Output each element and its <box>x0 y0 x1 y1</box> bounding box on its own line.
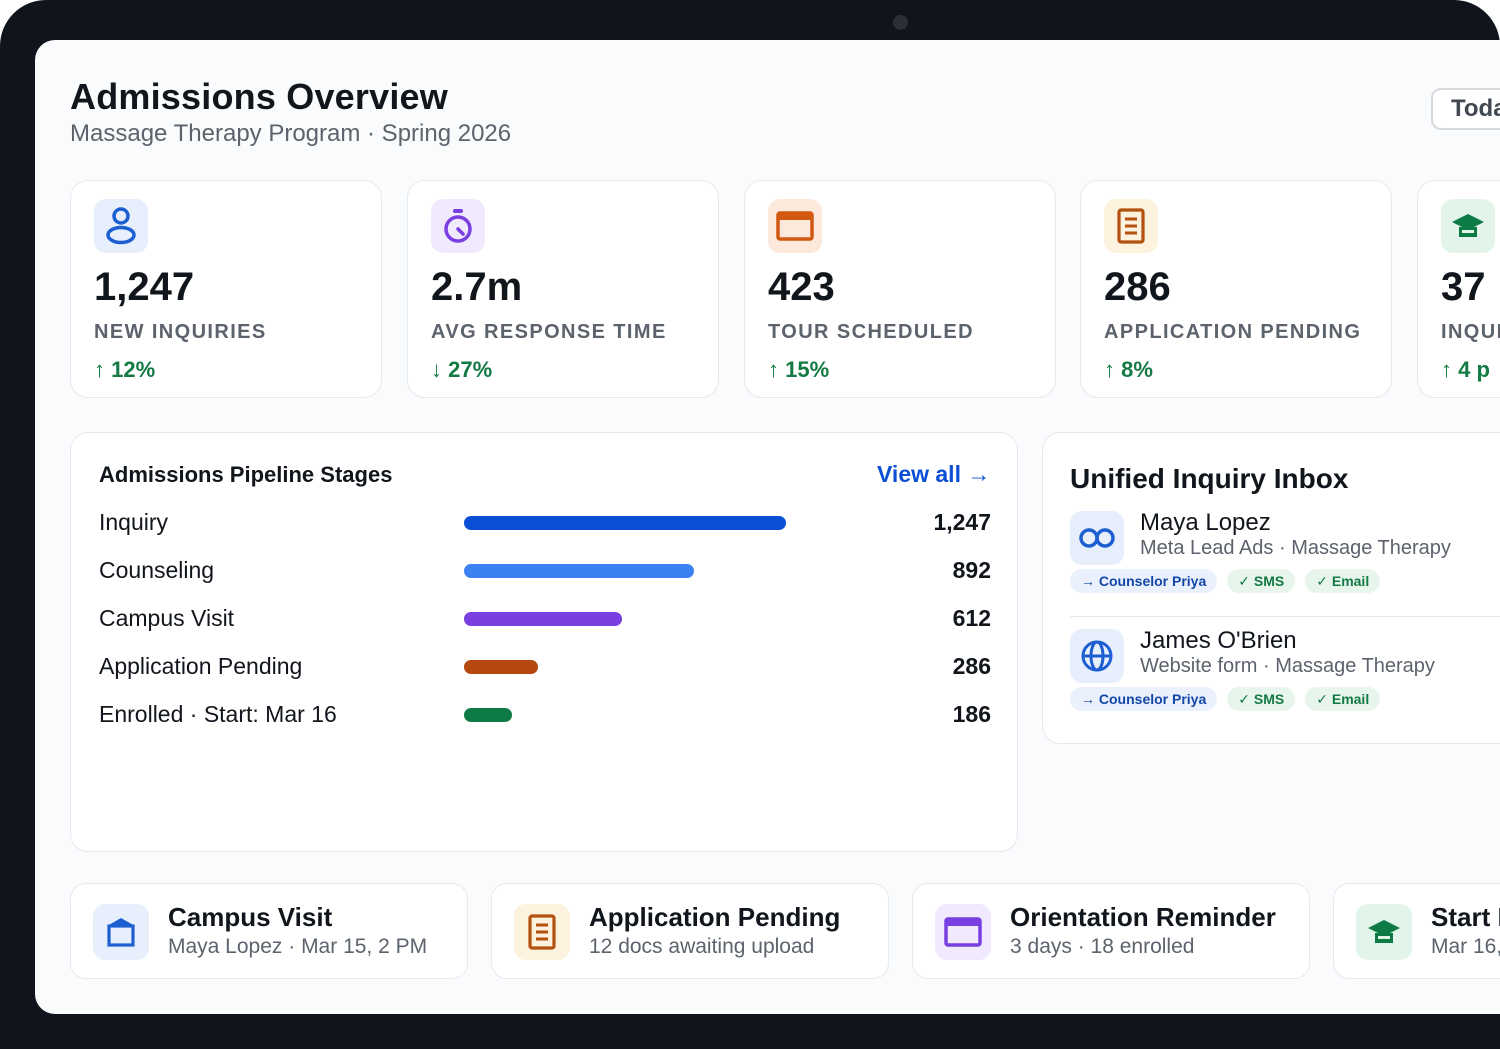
task-card-start-partial[interactable]: Start I Mar 16, <box>1333 883 1500 979</box>
kpi-label: NEW INQUIRIES <box>94 321 267 343</box>
inquiry-source: Meta Lead Ads · Massage Therapy <box>1140 537 1451 559</box>
counselor-tag: → Counselor Priya <box>1070 569 1218 593</box>
stage-count: 286 <box>952 653 991 679</box>
kpi-value: 286 <box>1104 265 1171 309</box>
pipeline-stage-inquiry[interactable]: Inquiry 1,247 <box>99 503 991 543</box>
kpi-card-tour-scheduled[interactable]: 423 TOUR SCHEDULED ↑ 15% <box>744 180 1056 398</box>
kpi-label: AVG RESPONSE TIME <box>431 321 667 343</box>
stage-bar <box>464 660 538 674</box>
pipeline-stage-campus-visit[interactable]: Campus Visit 612 <box>99 599 991 639</box>
pipeline-title: Admissions Pipeline Stages <box>99 462 393 487</box>
page-subtitle: Massage Therapy Program · Spring 2026 <box>70 120 512 147</box>
kpi-value: 1,247 <box>94 265 195 309</box>
camera-dot <box>893 15 908 30</box>
task-subtitle: 12 docs awaiting upload <box>589 935 815 958</box>
stage-bar <box>464 516 786 530</box>
kpi-value: 2.7m <box>431 265 523 309</box>
calendar-icon <box>768 199 822 253</box>
email-tag: ✓ Email <box>1305 687 1381 711</box>
kpi-card-avg-response-time[interactable]: 2.7m AVG RESPONSE TIME ↓ 27% <box>407 180 719 398</box>
inbox-item-james-obrien[interactable]: James O'Brien Website form · Massage The… <box>1070 627 1500 739</box>
view-all-link[interactable]: View all → <box>877 461 991 487</box>
task-title: Campus Visit <box>168 902 333 932</box>
stage-count: 892 <box>952 557 991 583</box>
stage-name: Application Pending <box>99 653 303 679</box>
kpi-trend: ↑ 8% <box>1104 357 1153 382</box>
calendar-icon <box>935 904 991 960</box>
task-title: Application Pending <box>589 902 841 932</box>
inbox-item-maya-lopez[interactable]: Maya Lopez Meta Lead Ads · Massage Thera… <box>1070 509 1500 621</box>
task-subtitle: 3 days · 18 enrolled <box>1010 935 1195 958</box>
pipeline-stage-counseling[interactable]: Counseling 892 <box>99 551 991 591</box>
inquiry-tags: → Counselor Priya ✓ SMS ✓ Email <box>1070 569 1381 593</box>
stage-name: Inquiry <box>99 509 169 535</box>
sms-tag: ✓ SMS <box>1227 687 1296 711</box>
kpi-label: APPLICATION PENDING <box>1104 321 1362 343</box>
kpi-card-application-pending[interactable]: 286 APPLICATION PENDING ↑ 8% <box>1080 180 1392 398</box>
sms-tag: ✓ SMS <box>1227 569 1296 593</box>
pipeline-stage-enrolled[interactable]: Enrolled · Start: Mar 16 186 <box>99 695 991 735</box>
task-title: Start I <box>1431 902 1500 932</box>
screen: Admissions Overview Massage Therapy Prog… <box>35 40 1500 1014</box>
stage-count: 612 <box>952 605 991 631</box>
inquiry-inbox-card: Unified Inquiry Inbox Maya Lopez Meta Le… <box>1042 432 1500 744</box>
kpi-trend: ↑ 4 p <box>1441 357 1490 382</box>
stage-name: Campus Visit <box>99 605 235 631</box>
task-card-orientation-reminder[interactable]: Orientation Reminder 3 days · 18 enrolle… <box>912 883 1310 979</box>
page-title: Admissions Overview <box>70 76 448 117</box>
person-icon <box>94 199 148 253</box>
kpi-card-new-inquiries[interactable]: 1,247 NEW INQUIRIES ↑ 12% <box>70 180 382 398</box>
kpi-value: 423 <box>768 265 835 309</box>
email-tag: ✓ Email <box>1305 569 1381 593</box>
inquiry-name: Maya Lopez <box>1140 509 1271 536</box>
counselor-tag: → Counselor Priya <box>1070 687 1218 711</box>
document-icon <box>514 904 570 960</box>
stage-name: Counseling <box>99 557 215 583</box>
task-card-application-pending[interactable]: Application Pending 12 docs awaiting upl… <box>491 883 889 979</box>
stage-name: Enrolled · Start: Mar 16 <box>99 701 337 727</box>
date-range-button[interactable]: Toda <box>1431 88 1500 130</box>
inquiry-source: Website form · Massage Therapy <box>1140 655 1435 677</box>
globe-icon <box>1070 629 1124 683</box>
kpi-trend: ↓ 27% <box>431 357 493 382</box>
document-icon <box>1104 199 1158 253</box>
inquiry-tags: → Counselor Priya ✓ SMS ✓ Email <box>1070 687 1381 711</box>
inquiry-name: James O'Brien <box>1140 627 1297 654</box>
stage-count: 1,247 <box>933 509 991 535</box>
kpi-label: INQUI <box>1441 321 1500 343</box>
graduation-cap-icon <box>1441 199 1495 253</box>
stage-bar <box>464 612 622 626</box>
stage-bar <box>464 564 694 578</box>
meta-icon <box>1070 511 1124 565</box>
task-card-campus-visit[interactable]: Campus Visit Maya Lopez · Mar 15, 2 PM <box>70 883 468 979</box>
task-subtitle: Mar 16, <box>1431 935 1500 958</box>
kpi-trend: ↑ 12% <box>94 357 156 382</box>
inbox-title: Unified Inquiry Inbox <box>1070 463 1349 494</box>
kpi-value: 37 <box>1441 265 1486 309</box>
kpi-card-inquiries-partial[interactable]: 37 INQUI ↑ 4 p <box>1417 180 1500 398</box>
stopwatch-icon <box>431 199 485 253</box>
task-title: Orientation Reminder <box>1010 902 1276 932</box>
pipeline-stage-application-pending[interactable]: Application Pending 286 <box>99 647 991 687</box>
stage-bar <box>464 708 512 722</box>
stage-count: 186 <box>952 701 991 727</box>
kpi-trend: ↑ 15% <box>768 357 830 382</box>
building-icon <box>93 904 149 960</box>
kpi-label: TOUR SCHEDULED <box>768 321 974 343</box>
graduation-cap-icon <box>1356 904 1412 960</box>
pipeline-card: Admissions Pipeline Stages View all → In… <box>70 432 1018 852</box>
divider <box>1070 616 1500 617</box>
task-subtitle: Maya Lopez · Mar 15, 2 PM <box>168 935 428 958</box>
